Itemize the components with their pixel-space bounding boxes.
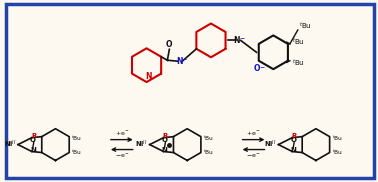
Text: R: R <box>291 133 297 139</box>
Text: $^t$Bu: $^t$Bu <box>292 36 305 47</box>
Text: $-$e$^{-}$: $-$e$^{-}$ <box>246 153 261 160</box>
Text: −: − <box>259 64 264 69</box>
Text: N: N <box>176 57 183 66</box>
Text: Ni$^{II}$: Ni$^{II}$ <box>264 139 276 150</box>
Text: −: − <box>181 56 187 61</box>
Text: N: N <box>145 72 152 81</box>
Text: O: O <box>166 40 173 49</box>
Text: $^t$Bu: $^t$Bu <box>71 148 82 157</box>
Text: N: N <box>162 147 167 153</box>
Text: O: O <box>161 137 167 143</box>
Text: +e$^{-}$: +e$^{-}$ <box>246 129 261 137</box>
Text: $^t$Bu: $^t$Bu <box>203 148 214 157</box>
Text: Ni$^{II}$: Ni$^{II}$ <box>135 139 148 150</box>
Text: $^t$Bu: $^t$Bu <box>71 134 82 143</box>
Text: +e$^{-}$: +e$^{-}$ <box>115 129 129 137</box>
Text: Ni$^{II}$: Ni$^{II}$ <box>3 139 16 150</box>
Text: N: N <box>30 147 36 153</box>
Text: R: R <box>31 133 37 139</box>
Text: O: O <box>290 137 296 143</box>
Text: $^t$Bu: $^t$Bu <box>332 148 342 157</box>
Text: R: R <box>163 133 168 139</box>
Text: $^t$Bu: $^t$Bu <box>292 57 305 68</box>
Text: O: O <box>254 64 260 73</box>
Text: $-$e$^{-}$: $-$e$^{-}$ <box>115 153 129 160</box>
Text: $^t$Bu: $^t$Bu <box>299 21 312 31</box>
Text: O: O <box>30 137 36 143</box>
Text: N: N <box>234 36 240 45</box>
Text: N: N <box>290 147 296 153</box>
Text: $^t$Bu: $^t$Bu <box>203 134 214 143</box>
Text: $^t$Bu: $^t$Bu <box>332 134 342 143</box>
Text: −: − <box>239 35 244 40</box>
